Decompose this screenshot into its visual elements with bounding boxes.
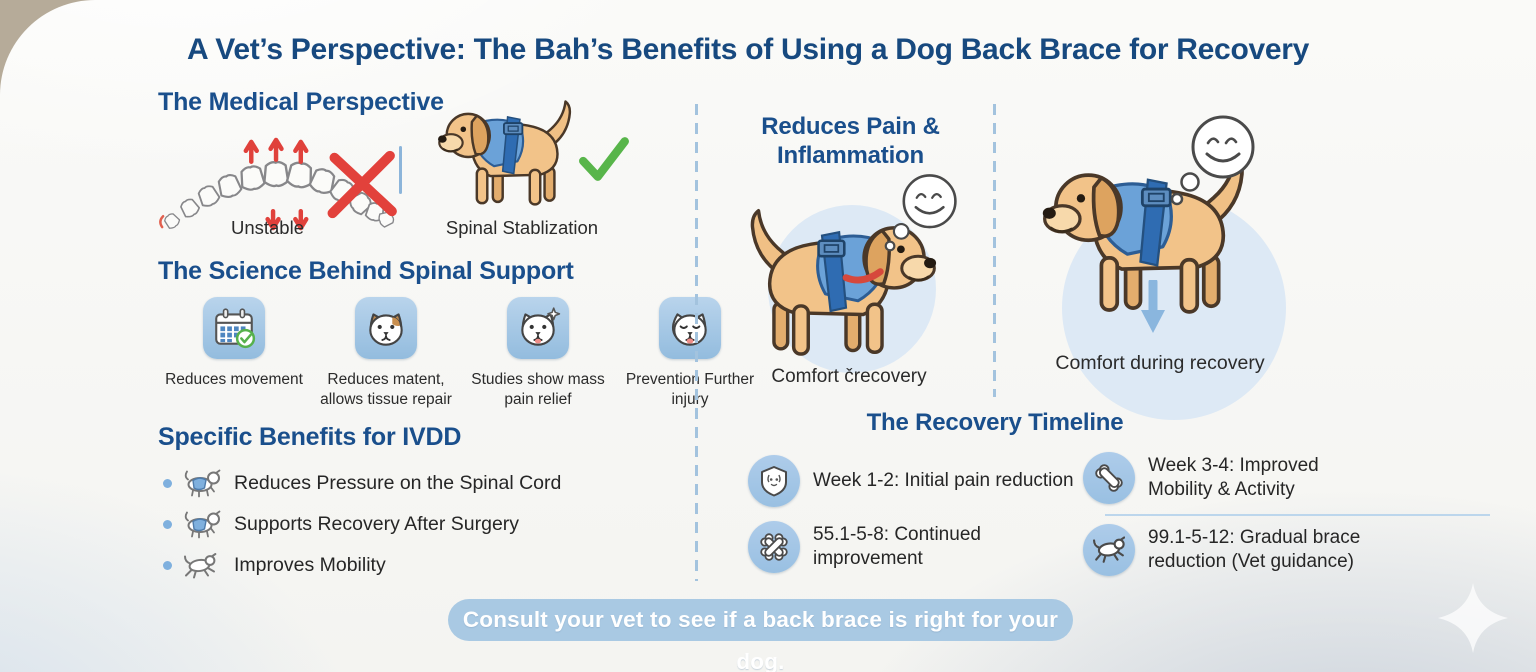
divider <box>399 146 402 194</box>
science-icons-row: Reduces movement Reduces matent, allows … <box>158 297 754 409</box>
divider <box>993 104 996 397</box>
science-item: Prevention Further injury <box>614 297 766 409</box>
bullet-text: Improves Mobility <box>234 553 386 576</box>
dog-face-wink-icon <box>671 313 707 346</box>
bullet-dot <box>163 560 172 570</box>
arrow-down-icon <box>1141 280 1165 333</box>
science-item-label: Reduces movement <box>165 371 303 388</box>
pain-relief-heading: Reduces Pain & Inflammation <box>761 113 940 170</box>
instability-arrows-icon <box>243 137 309 231</box>
comfort-caption: Comfort during recovery <box>1055 352 1265 374</box>
dog-with-brace-icon <box>741 203 939 366</box>
dog-face-icon <box>369 313 403 346</box>
timeline-heading: The Recovery Timeline <box>866 409 1124 436</box>
dog-with-brace-icon <box>184 510 221 538</box>
timeline-item-text: 55.1-5-8: Continued improvement <box>813 523 981 569</box>
list-item: Supports Recovery After Surgery <box>163 509 561 539</box>
ivdd-bullet-list: Reduces Pressure on the Spinal Cord Supp… <box>163 468 561 591</box>
science-item: Reduces matent, allows tissue repair <box>310 297 462 409</box>
timeline-item-text: Week 3-4: Improved Mobility & Activity <box>1148 454 1319 500</box>
running-dog-icon <box>1093 535 1125 565</box>
pain-relief-caption: Comfort črecovery <box>771 366 927 387</box>
bone-icon <box>1093 462 1125 494</box>
unstable-caption: Unstable <box>230 217 304 238</box>
dog-with-brace-icon <box>436 96 578 213</box>
unstable-spine-icon <box>159 137 397 231</box>
bullet-text: Supports Recovery After Surgery <box>234 512 520 535</box>
calendar-check-icon <box>215 308 256 349</box>
science-item-label: Prevention Further injury <box>625 371 755 408</box>
list-item: Improves Mobility <box>163 550 561 580</box>
divider <box>695 104 698 581</box>
science-item: Studies show mass pain relief <box>462 297 614 409</box>
science-item-label: Reduces matent, allows tissue repair <box>320 371 452 408</box>
stabilization-caption: Spinal Stablization <box>445 217 599 238</box>
bullet-dot <box>163 519 172 529</box>
footer-cta-button[interactable]: Consult your vet to see if a back brace … <box>448 599 1073 672</box>
happy-thought-bubble-icon <box>1163 113 1263 213</box>
red-x-icon <box>327 150 397 219</box>
bullet-dot <box>163 478 172 488</box>
timeline-item-text: 99.1-5-12: Gradual brace reduction (Vet … <box>1148 526 1361 572</box>
happy-thought-bubble-icon <box>878 172 964 258</box>
list-item: Reduces Pressure on the Spinal Cord <box>163 468 561 498</box>
crossed-bones-icon <box>760 533 788 561</box>
timeline-item: 55.1-5-8: Continued improvement <box>748 521 1025 573</box>
bullet-text: Reduces Pressure on the Spinal Cord <box>234 471 562 494</box>
science-item-label: Studies show mass pain relief <box>471 371 605 408</box>
running-dog-icon <box>184 552 217 578</box>
science-item: Reduces movement <box>158 297 310 409</box>
science-section-heading: The Science Behind Spinal Support <box>158 257 574 285</box>
dog-face-sparkle-icon <box>521 307 561 346</box>
timeline-item: Week 3-4: Improved Mobility & Activity <box>1083 452 1376 504</box>
divider <box>1105 514 1490 516</box>
shield-dog-icon <box>761 466 787 497</box>
dog-with-brace-icon <box>184 469 221 497</box>
ivdd-section-heading: Specific Benefits for IVDD <box>158 423 462 451</box>
timeline-item-text: Week 1-2: Initial pain reduction <box>813 469 1074 491</box>
sparkle-icon <box>1438 583 1508 653</box>
page-title: A Vet’s Perspective: The Bah’s Benefits … <box>187 33 1309 66</box>
green-check-icon <box>579 137 629 181</box>
timeline-item: 99.1-5-12: Gradual brace reduction (Vet … <box>1083 524 1406 576</box>
medical-section-heading: The Medical Perspective <box>158 88 444 116</box>
timeline-item: Week 1-2: Initial pain reduction <box>748 455 1118 507</box>
